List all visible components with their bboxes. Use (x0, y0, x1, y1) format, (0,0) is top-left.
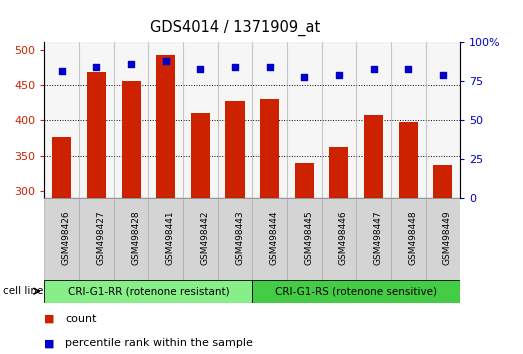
Text: ■: ■ (44, 314, 55, 324)
Bar (156, 55, 175, 198)
Bar (183, 42, 218, 198)
Bar (391, 42, 426, 198)
Point (92, 64, 100, 70)
Bar (356, 42, 391, 198)
Bar (121, 81, 141, 198)
Text: GSM498447: GSM498447 (373, 210, 383, 265)
Bar (252, 198, 287, 280)
Text: GSM498449: GSM498449 (443, 210, 452, 265)
Bar (52, 137, 71, 198)
Bar (364, 115, 383, 198)
Bar (114, 198, 149, 280)
Bar (399, 122, 418, 198)
Bar (149, 198, 183, 280)
Bar (191, 113, 210, 198)
Bar (44, 42, 79, 198)
Bar (322, 42, 356, 198)
Bar (218, 198, 253, 280)
Bar (79, 198, 114, 280)
Point (369, 66, 378, 72)
Text: CRI-G1-RR (rotenone resistant): CRI-G1-RR (rotenone resistant) (67, 286, 229, 296)
Text: cell line: cell line (3, 286, 43, 296)
Bar (183, 198, 218, 280)
Bar (329, 147, 348, 198)
Text: GSM498448: GSM498448 (408, 210, 417, 265)
Text: GSM498427: GSM498427 (96, 210, 106, 265)
Bar (44, 280, 252, 303)
Text: CRI-G1-RS (rotenone sensitive): CRI-G1-RS (rotenone sensitive) (275, 286, 437, 296)
Text: GSM498441: GSM498441 (166, 210, 175, 265)
Point (231, 64, 239, 70)
Bar (225, 101, 245, 198)
Bar (287, 198, 322, 280)
Text: GSM498442: GSM498442 (200, 210, 209, 265)
Bar (114, 42, 149, 198)
Bar (218, 42, 253, 198)
Point (404, 66, 413, 72)
Bar (322, 198, 356, 280)
Bar (426, 198, 460, 280)
Point (162, 58, 170, 64)
Bar (391, 198, 426, 280)
Point (335, 72, 343, 78)
Text: GSM498445: GSM498445 (304, 210, 313, 265)
Text: percentile rank within the sample: percentile rank within the sample (65, 338, 253, 348)
Text: GSM498444: GSM498444 (270, 210, 279, 265)
Point (196, 66, 204, 72)
Bar (44, 198, 79, 280)
Bar (87, 72, 106, 198)
Text: GSM498443: GSM498443 (235, 210, 244, 265)
Text: GSM498426: GSM498426 (62, 210, 71, 265)
Bar (356, 198, 391, 280)
Point (439, 72, 447, 78)
Point (127, 62, 135, 67)
Text: ■: ■ (44, 338, 55, 348)
Bar (434, 165, 452, 198)
Text: count: count (65, 314, 97, 324)
Bar (79, 42, 114, 198)
Bar (260, 99, 279, 198)
Point (266, 64, 274, 70)
Bar (149, 42, 183, 198)
Point (300, 74, 309, 80)
Point (58, 68, 66, 73)
Text: GSM498428: GSM498428 (131, 210, 140, 265)
Text: GSM498446: GSM498446 (339, 210, 348, 265)
Bar (295, 163, 314, 198)
Text: GDS4014 / 1371909_at: GDS4014 / 1371909_at (150, 19, 321, 36)
Bar (426, 42, 460, 198)
Bar (252, 280, 460, 303)
Bar (287, 42, 322, 198)
Bar (253, 42, 287, 198)
